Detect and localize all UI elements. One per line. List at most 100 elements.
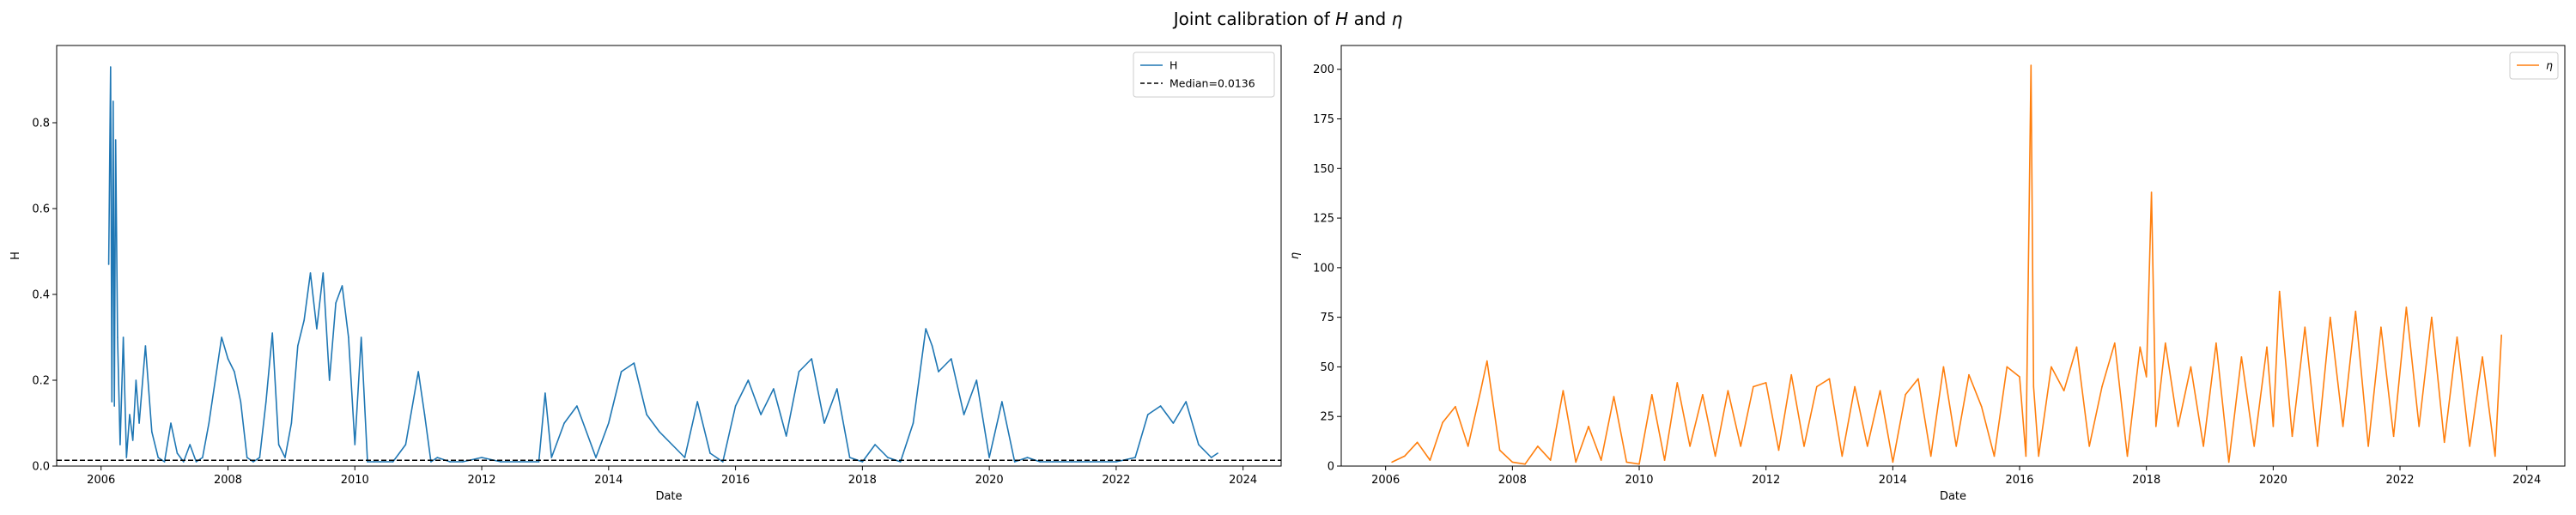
data-point	[608, 422, 610, 424]
data-point	[2154, 425, 2157, 427]
data-point	[1929, 455, 1932, 457]
data-point	[2190, 366, 2192, 368]
data-point	[722, 461, 724, 463]
data-point	[246, 457, 248, 458]
data-point	[322, 272, 325, 274]
data-point	[1727, 390, 1729, 391]
data-point	[1404, 455, 1406, 457]
data-point	[1702, 393, 1704, 396]
data-point	[1841, 455, 1844, 457]
data-point	[2030, 64, 2032, 66]
data-point	[931, 345, 933, 347]
data-point	[114, 139, 117, 141]
data-point	[2317, 445, 2318, 447]
data-point	[138, 422, 140, 424]
data-point	[2150, 191, 2153, 193]
data-point	[1777, 449, 1780, 451]
data-point	[170, 422, 172, 424]
data-point	[683, 457, 686, 458]
data-point	[1753, 385, 1754, 388]
data-point	[271, 332, 274, 334]
legend: η	[2509, 52, 2559, 80]
data-point	[2050, 366, 2052, 368]
y-tick-label: 0.6	[32, 203, 50, 216]
data-point	[2304, 326, 2306, 329]
data-point	[417, 371, 419, 373]
data-point	[2392, 435, 2395, 438]
y-tick-label: 0.2	[32, 375, 50, 388]
data-point	[2253, 445, 2256, 447]
data-point	[1524, 463, 1526, 465]
data-point	[129, 414, 131, 415]
x-tick-label: 2016	[2005, 474, 2033, 487]
data-point	[1210, 457, 1212, 458]
data-point	[221, 336, 222, 338]
x-tick-label: 2014	[594, 474, 623, 487]
x-tick-label: 2010	[341, 474, 369, 487]
data-point	[1815, 385, 1818, 388]
data-point	[131, 439, 134, 441]
data-point	[1486, 360, 1488, 362]
legend: H Median=0.0136	[1133, 52, 1275, 98]
data-point	[963, 414, 965, 415]
data-point	[328, 379, 331, 381]
legend-label: η	[2546, 59, 2553, 72]
data-point	[2482, 356, 2483, 358]
data-point	[2354, 310, 2357, 312]
data-point	[1790, 373, 1793, 376]
legend-box	[1133, 52, 1275, 98]
data-point	[2139, 346, 2142, 348]
data-point	[1217, 452, 1218, 454]
data-point	[1955, 445, 1957, 447]
data-point	[227, 358, 229, 360]
x-tick-label: 2014	[1879, 474, 1907, 487]
data-point	[798, 371, 800, 373]
data-point	[899, 461, 902, 463]
data-point	[2469, 445, 2471, 447]
data-point	[1917, 378, 1919, 380]
data-point	[576, 405, 578, 407]
data-point	[1039, 461, 1042, 463]
data-point	[874, 444, 876, 445]
data-point	[646, 414, 647, 415]
figure-title-part-1: Joint calibration of	[1172, 9, 1335, 29]
data-point	[2202, 445, 2204, 447]
data-point	[157, 457, 160, 458]
data-point	[2019, 376, 2020, 378]
x-tick-label: 2012	[1752, 474, 1780, 487]
figure-title-part-4: η	[1392, 9, 1403, 29]
data-point	[348, 336, 349, 338]
x-tick-label: 2022	[2385, 474, 2414, 487]
data-point	[861, 461, 864, 463]
data-point	[1905, 393, 1906, 396]
data-point	[240, 401, 242, 403]
data-point	[113, 405, 116, 407]
legend-label: H	[1170, 59, 1177, 72]
y-axis-label: η	[1289, 252, 1302, 259]
data-point	[1052, 461, 1054, 463]
data-point	[1689, 445, 1691, 447]
data-point	[2032, 385, 2035, 388]
y-tick-label: 0	[1327, 461, 1334, 474]
figure-title-part-2: H	[1335, 9, 1348, 29]
data-point	[360, 336, 362, 338]
data-point	[1442, 421, 1443, 423]
data-point	[2272, 425, 2275, 427]
data-point	[925, 328, 927, 330]
data-point	[125, 457, 128, 458]
data-point	[595, 457, 597, 458]
data-point	[367, 461, 368, 463]
x-tick-label: 2018	[2132, 474, 2160, 487]
data-point	[2367, 445, 2369, 447]
data-point	[2126, 455, 2129, 457]
data-point	[1172, 422, 1175, 424]
data-point	[335, 302, 337, 304]
axes-frame	[1340, 45, 2566, 467]
data-point	[2006, 366, 2008, 368]
data-point	[462, 461, 464, 463]
data-point	[912, 422, 914, 424]
data-point	[500, 461, 502, 463]
x-tick-label: 2006	[87, 474, 115, 487]
y-tick-label: 150	[1313, 163, 1334, 176]
